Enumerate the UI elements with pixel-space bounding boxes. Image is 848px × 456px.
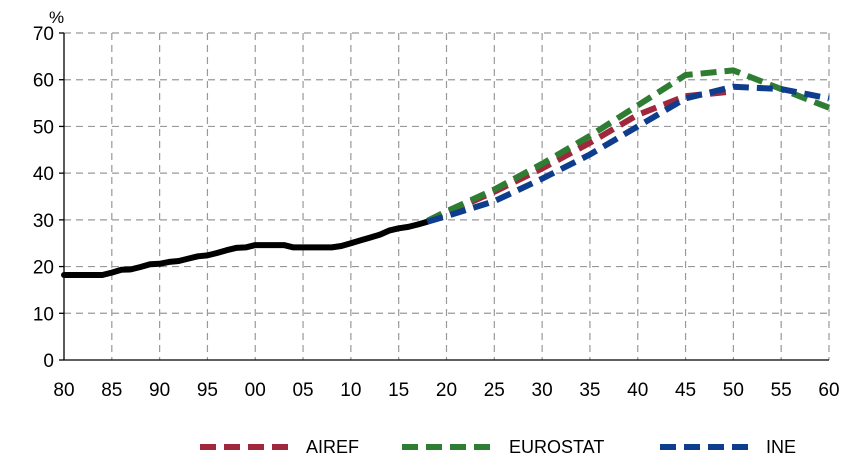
- x-tick-label: 50: [723, 380, 744, 401]
- legend-label-eurostat: EUROSTAT: [509, 437, 604, 456]
- tick-labels: 0 10 20 30 40 50 60 70 80 85 90 95 00 05 10 15 20 25 30 35 4…: [33, 24, 840, 401]
- x-tick-label: 85: [101, 380, 122, 401]
- x-tick-label: 40: [627, 380, 648, 401]
- x-tick-label: 35: [579, 380, 600, 401]
- y-tick-label: 0: [43, 351, 54, 372]
- y-tick-label: 10: [33, 304, 54, 325]
- x-tick-label: 00: [245, 380, 266, 401]
- y-tick-label: 20: [33, 258, 54, 279]
- series-group: [61, 67, 831, 278]
- grid: [64, 32, 830, 360]
- x-tick-label: 15: [388, 380, 409, 401]
- x-tick-label: 80: [53, 380, 74, 401]
- y-axis-unit-label: %: [49, 8, 64, 27]
- y-tick-label: 50: [33, 117, 54, 138]
- y-tick-label: 30: [33, 211, 54, 232]
- legend-label-ine: INE: [766, 437, 796, 456]
- x-tick-label: 90: [149, 380, 170, 401]
- x-tick-label: 20: [436, 380, 457, 401]
- x-tick-label: 55: [771, 380, 792, 401]
- legend: AIREF EUROSTAT INE: [200, 437, 796, 456]
- x-tick-label: 05: [292, 380, 313, 401]
- x-tick-label: 45: [675, 380, 696, 401]
- x-tick-label: 25: [484, 380, 505, 401]
- x-tick-label: 60: [818, 380, 839, 401]
- series-line-ine: [426, 83, 830, 225]
- legend-label-airef: AIREF: [306, 437, 359, 456]
- x-tick-label: 95: [197, 380, 218, 401]
- y-tick-label: 70: [33, 24, 54, 45]
- x-tick-label: 10: [340, 380, 361, 401]
- y-tick-label: 40: [33, 164, 54, 185]
- y-tick-label: 60: [33, 71, 54, 92]
- series-line-historical: [61, 218, 431, 278]
- x-tick-label: 30: [532, 380, 553, 401]
- series-line-eurostat: [426, 67, 831, 224]
- axes: [59, 32, 829, 361]
